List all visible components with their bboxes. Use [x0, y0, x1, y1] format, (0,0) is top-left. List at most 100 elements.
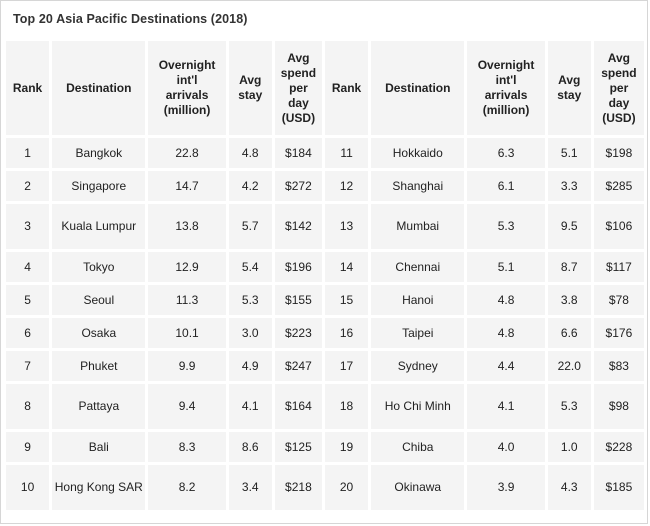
cell-rank: 17: [324, 351, 372, 381]
cell-rank: 11: [324, 138, 372, 168]
cell-avg-spend: $78: [593, 285, 644, 315]
header-avg-spend: Avg spend per day (USD): [593, 41, 644, 135]
cell-rank: 2: [6, 171, 53, 201]
cell-avg-stay: 3.3: [547, 171, 594, 201]
cell-avg-stay: 22.0: [547, 351, 594, 381]
cell-destination: Mumbai: [371, 204, 468, 249]
cell-avg-spend: $228: [593, 432, 644, 462]
cell-avg-spend: $142: [274, 204, 325, 249]
cell-arrivals: 13.8: [148, 204, 229, 249]
header-arrivals: Overnight int'l arrivals (million): [467, 41, 548, 135]
cell-avg-spend: $218: [274, 465, 325, 510]
header-arrivals: Overnight int'l arrivals (million): [148, 41, 229, 135]
table-row: 10 Hong Kong SAR 8.2 3.4 $218 20 Okinawa 3.9 4.3…: [6, 465, 644, 510]
destinations-table: Rank Destination Overnight int'l arrival…: [6, 38, 644, 513]
cell-rank: 5: [6, 285, 53, 315]
cell-arrivals: 8.2: [148, 465, 229, 510]
table-title: Top 20 Asia Pacific Destinations (2018): [13, 12, 248, 26]
cell-arrivals: 4.8: [467, 318, 548, 348]
cell-arrivals: 4.8: [467, 285, 548, 315]
table-row: 5 Seoul 11.3 5.3 $155 15 Hanoi 4.8 3.8 $78: [6, 285, 644, 315]
cell-avg-stay: 4.9: [228, 351, 275, 381]
cell-avg-spend: $155: [274, 285, 325, 315]
cell-arrivals: 22.8: [148, 138, 229, 168]
cell-destination: Tokyo: [52, 252, 149, 282]
cell-avg-stay: 3.0: [228, 318, 275, 348]
cell-rank: 20: [324, 465, 372, 510]
cell-arrivals: 5.1: [467, 252, 548, 282]
header-destination: Destination: [52, 41, 149, 135]
table-row: 3 Kuala Lumpur 13.8 5.7 $142 13 Mumbai 5.3 9.5 $1…: [6, 204, 644, 249]
table-row: 8 Pattaya 9.4 4.1 $164 18 Ho Chi Minh 4.1 5.3 $98: [6, 384, 644, 429]
cell-avg-stay: 4.8: [228, 138, 275, 168]
cell-avg-stay: 5.4: [228, 252, 275, 282]
cell-arrivals: 6.1: [467, 171, 548, 201]
header-rank: Rank: [6, 41, 53, 135]
cell-destination: Chennai: [371, 252, 468, 282]
cell-avg-spend: $247: [274, 351, 325, 381]
cell-destination: Chiba: [371, 432, 468, 462]
cell-avg-stay: 8.6: [228, 432, 275, 462]
cell-rank: 15: [324, 285, 372, 315]
cell-rank: 9: [6, 432, 53, 462]
cell-rank: 7: [6, 351, 53, 381]
cell-destination: Pattaya: [52, 384, 149, 429]
cell-destination: Kuala Lumpur: [52, 204, 149, 249]
cell-avg-stay: 4.1: [228, 384, 275, 429]
cell-destination: Ho Chi Minh: [371, 384, 468, 429]
table-row: 2 Singapore 14.7 4.2 $272 12 Shanghai 6.1 3.3 $28…: [6, 171, 644, 201]
cell-arrivals: 6.3: [467, 138, 548, 168]
cell-arrivals: 3.9: [467, 465, 548, 510]
cell-rank: 6: [6, 318, 53, 348]
cell-destination: Taipei: [371, 318, 468, 348]
cell-destination: Seoul: [52, 285, 149, 315]
cell-destination: Okinawa: [371, 465, 468, 510]
cell-avg-spend: $198: [593, 138, 644, 168]
cell-avg-stay: 4.2: [228, 171, 275, 201]
cell-rank: 16: [324, 318, 372, 348]
table-row: 4 Tokyo 12.9 5.4 $196 14 Chennai 5.1 8.7 $117: [6, 252, 644, 282]
cell-destination: Sydney: [371, 351, 468, 381]
cell-arrivals: 4.4: [467, 351, 548, 381]
cell-rank: 19: [324, 432, 372, 462]
cell-rank: 18: [324, 384, 372, 429]
cell-avg-stay: 6.6: [547, 318, 594, 348]
table-row: 9 Bali 8.3 8.6 $125 19 Chiba 4.0 1.0 $228: [6, 432, 644, 462]
cell-rank: 14: [324, 252, 372, 282]
cell-arrivals: 11.3: [148, 285, 229, 315]
cell-avg-stay: 3.4: [228, 465, 275, 510]
cell-rank: 3: [6, 204, 53, 249]
cell-avg-stay: 5.3: [547, 384, 594, 429]
cell-avg-stay: 3.8: [547, 285, 594, 315]
cell-avg-spend: $196: [274, 252, 325, 282]
cell-destination: Hong Kong SAR: [52, 465, 149, 510]
cell-avg-spend: $185: [593, 465, 644, 510]
cell-avg-stay: 5.7: [228, 204, 275, 249]
cell-destination: Shanghai: [371, 171, 468, 201]
cell-rank: 4: [6, 252, 53, 282]
cell-rank: 8: [6, 384, 53, 429]
cell-destination: Singapore: [52, 171, 149, 201]
cell-destination: Bangkok: [52, 138, 149, 168]
cell-avg-spend: $83: [593, 351, 644, 381]
cell-avg-spend: $106: [593, 204, 644, 249]
cell-arrivals: 10.1: [148, 318, 229, 348]
cell-avg-stay: 5.1: [547, 138, 594, 168]
cell-avg-spend: $223: [274, 318, 325, 348]
cell-avg-spend: $164: [274, 384, 325, 429]
cell-arrivals: 5.3: [467, 204, 548, 249]
cell-avg-stay: 5.3: [228, 285, 275, 315]
cell-rank: 13: [324, 204, 372, 249]
cell-avg-stay: 8.7: [547, 252, 594, 282]
cell-avg-spend: $117: [593, 252, 644, 282]
cell-destination: Bali: [52, 432, 149, 462]
cell-arrivals: 9.4: [148, 384, 229, 429]
header-avg-stay: Avg stay: [547, 41, 594, 135]
cell-arrivals: 4.1: [467, 384, 548, 429]
cell-avg-spend: $176: [593, 318, 644, 348]
cell-arrivals: 14.7: [148, 171, 229, 201]
cell-rank: 1: [6, 138, 53, 168]
cell-destination: Phuket: [52, 351, 149, 381]
cell-destination: Osaka: [52, 318, 149, 348]
